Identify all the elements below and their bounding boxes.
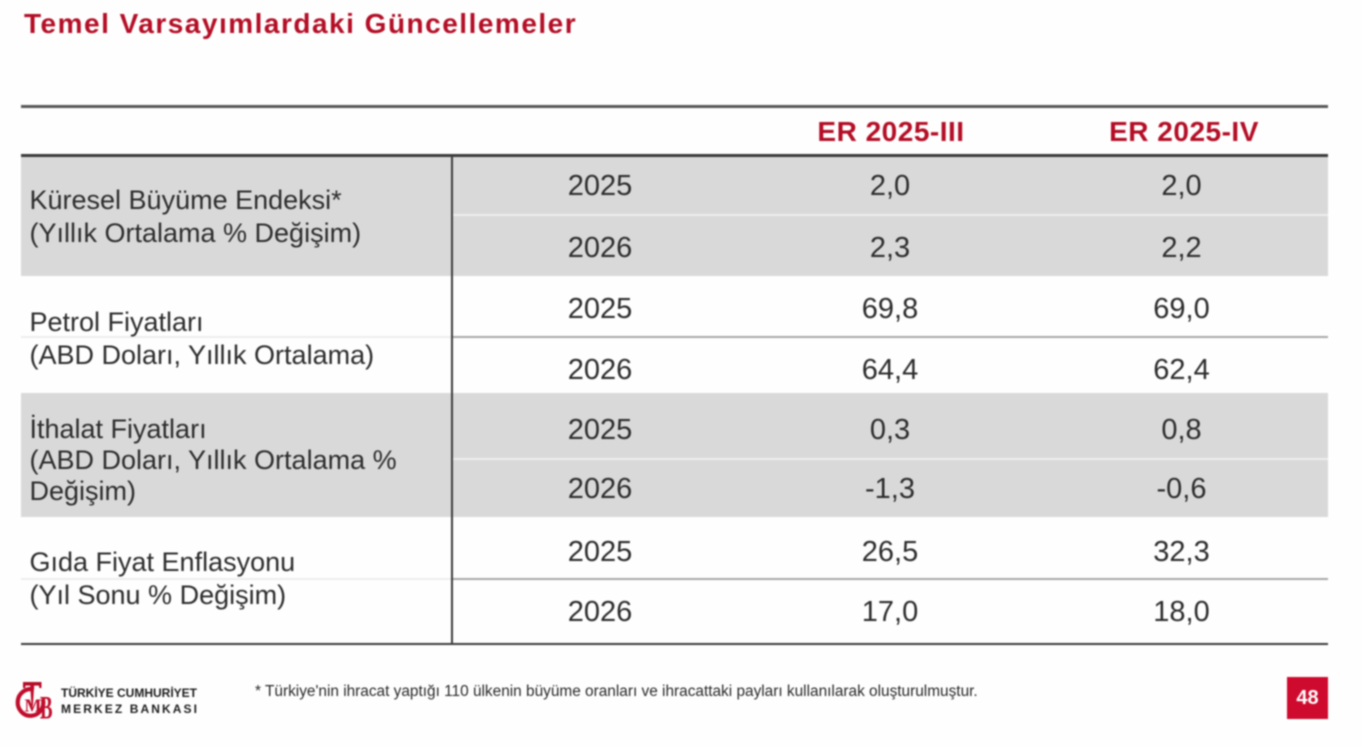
svg-text:M: M (25, 696, 42, 716)
svg-text:B: B (40, 689, 53, 721)
